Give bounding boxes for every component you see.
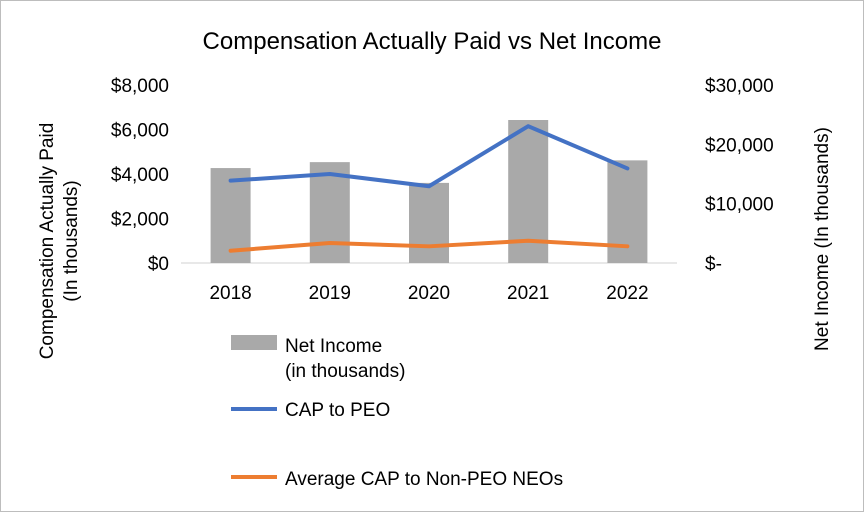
left-axis-tick-label: $6,000 bbox=[111, 121, 169, 142]
x-axis-tick-label-2022: 2022 bbox=[606, 283, 648, 304]
bar-net-income-2020 bbox=[409, 182, 449, 263]
x-axis-tick-label-2018: 2018 bbox=[209, 283, 251, 304]
right-axis-tick-label: $30,000 bbox=[705, 76, 774, 97]
bar-net-income-2019 bbox=[309, 162, 350, 263]
left-axis-tick-label: $4,000 bbox=[111, 165, 169, 186]
left-axis-tick-label: $8,000 bbox=[111, 76, 169, 97]
x-axis-tick-label-2019: 2019 bbox=[309, 283, 351, 304]
legend: Net Income (in thousands) CAP to PEO Ave… bbox=[231, 335, 563, 490]
left-axis-title-line2: (In thousands) bbox=[61, 180, 82, 301]
line-cap-to-peo bbox=[228, 124, 630, 189]
plot-area: $0 $2,000 $4,000 $6,000 $8,000 $- $10,000 $20,0… bbox=[111, 76, 774, 304]
legend-label-cap-to-peo: CAP to PEO bbox=[285, 400, 390, 421]
left-axis-tick-label: $0 bbox=[148, 254, 169, 275]
legend-label-avg-cap-non-peo: Average CAP to Non-PEO NEOs bbox=[285, 469, 563, 490]
right-axis-tick-label: $- bbox=[705, 254, 722, 275]
x-axis-tick-label-2021: 2021 bbox=[507, 283, 549, 304]
left-axis-title-line1: Compensation Actually Paid bbox=[37, 123, 58, 360]
right-axis-tick-label: $20,000 bbox=[705, 135, 774, 156]
right-axis-title: Net Income (In thousands) bbox=[812, 127, 833, 351]
legend-label-net-income-line2: (in thousands) bbox=[285, 361, 405, 382]
bar-net-income-2018 bbox=[210, 168, 251, 263]
right-axis-tick-label: $10,000 bbox=[705, 195, 774, 216]
left-axis-tick-label: $2,000 bbox=[111, 210, 169, 231]
chart-title: Compensation Actually Paid vs Net Income bbox=[203, 28, 662, 55]
legend-label-net-income-line1: Net Income bbox=[285, 336, 382, 357]
line-avg-cap-non-peo bbox=[228, 238, 630, 253]
x-axis-tick-label-2020: 2020 bbox=[408, 283, 450, 304]
legend-swatch-net-income bbox=[231, 335, 277, 350]
